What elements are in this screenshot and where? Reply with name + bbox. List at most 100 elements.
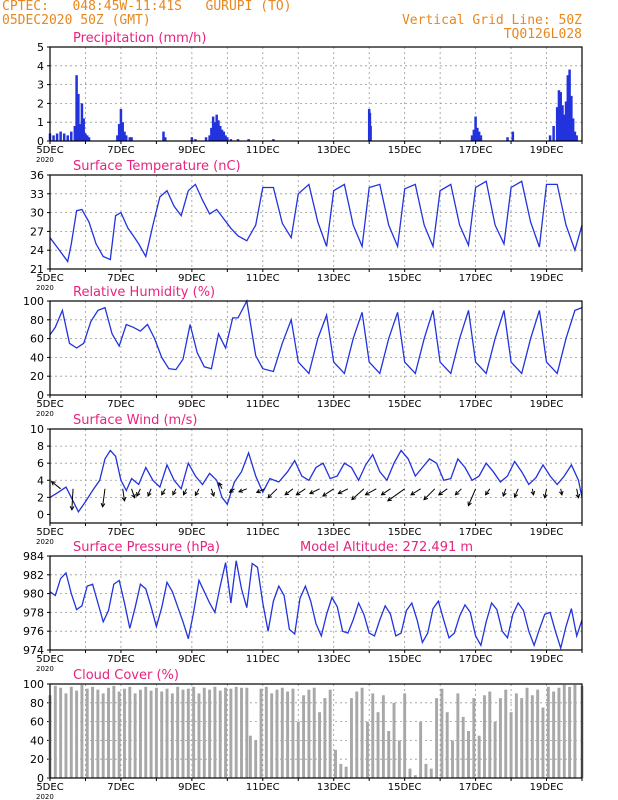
cloud-bar [376, 712, 380, 778]
precip-bar [476, 127, 479, 141]
precip-bar [479, 135, 483, 141]
precip-bar [552, 125, 555, 141]
precip-bar [220, 129, 224, 141]
x-tick-label: 17DEC [459, 527, 493, 538]
cloud-bar [541, 707, 545, 778]
precip-bar [213, 122, 217, 141]
y-tick-label: 984 [23, 550, 44, 563]
model-id: TQ0126L028 [503, 27, 582, 42]
cloud-bar [149, 690, 153, 778]
cloud-bar [520, 698, 524, 778]
wind-arrowhead [380, 491, 386, 496]
wind-arrowhead [437, 490, 443, 496]
wind-arrowhead [182, 490, 188, 496]
precip-bar [59, 131, 62, 141]
precip-bar [570, 95, 573, 141]
wind-arrow [381, 488, 391, 496]
precip-bar [272, 139, 275, 141]
wind-arrowhead [308, 490, 314, 495]
y-tick-label: 20 [30, 753, 44, 766]
cloud-bar [165, 688, 169, 778]
cloud-bar [128, 686, 132, 778]
plot-frame [49, 174, 583, 270]
temperature-line [49, 180, 583, 264]
x-tick-label: 19DEC [530, 273, 564, 284]
wind-arrowhead [467, 501, 472, 507]
cloud-bar [160, 691, 164, 778]
plot-frame [49, 300, 583, 396]
precip-bar [369, 125, 372, 141]
panel-title: Surface Wind (m/s) [73, 413, 197, 428]
cloud-bar [339, 763, 343, 778]
wind-arrow [71, 488, 74, 510]
wind-arrowhead [238, 488, 244, 493]
precip-bar [125, 135, 128, 141]
panel-pressure: 974 976 978 980 982 984 5DEC 7DEC 9DEC 11DEC 13DEC… [23, 540, 583, 673]
cloud-bar [75, 690, 79, 778]
wind-arrowhead [172, 490, 177, 496]
cloud-bar [296, 721, 300, 778]
panel-subtitle: Model Altitude: 272.491 m [300, 540, 473, 555]
wind-arrow [256, 488, 265, 493]
wind-arrow [423, 488, 436, 500]
x-tick-label: 19DEC [530, 654, 564, 665]
cloud-bar [514, 693, 518, 778]
cloud-bar [568, 686, 572, 778]
precip-bar [548, 135, 552, 141]
x-tick-label: 15DEC [388, 527, 422, 538]
y-tick-label: 33 [30, 188, 44, 201]
x-tick-label: 11DEC [246, 654, 280, 665]
x-tick-label: 5DEC [36, 654, 63, 665]
grid-line-info: Vertical Grid Line: 50Z [401, 13, 582, 28]
cloud-bar [435, 698, 439, 778]
precip-bar [217, 120, 220, 141]
x-tick-label: 19DEC [530, 527, 564, 538]
cloud-bar [334, 749, 337, 778]
wind-arrow [147, 488, 152, 497]
y-tick-label: 0 [37, 389, 44, 402]
y-tick-label: 1 [37, 116, 44, 129]
x-tick-label: 13DEC [317, 782, 351, 793]
wind-arrowhead [161, 490, 166, 496]
precip-bar [573, 131, 577, 141]
y-tick-label: 2 [37, 97, 44, 110]
cloud-bar [53, 685, 57, 778]
precip-bar [563, 114, 566, 141]
cloud-bar [69, 686, 73, 778]
x-tick-label: 13DEC [317, 399, 351, 410]
wind-arrow [194, 488, 200, 496]
humidity-line [49, 298, 583, 375]
cloud-bar [224, 687, 228, 778]
cloud-bar [557, 687, 561, 778]
cloud-bar [365, 721, 369, 778]
plot-frame [49, 428, 583, 524]
cloud-bar [392, 702, 396, 778]
cloud-bar [387, 731, 391, 778]
cloud-bar [80, 684, 84, 778]
wind-arrowhead [69, 505, 75, 511]
cloud-bar [546, 686, 550, 778]
cloud-bar [291, 688, 295, 778]
wind-arrowhead [575, 493, 581, 499]
y-tick-label: 24 [30, 244, 44, 257]
wind-arrowhead [218, 481, 223, 487]
wind-arrow [296, 488, 306, 496]
y-tick-label: 978 [23, 606, 44, 619]
precip-bar [66, 135, 69, 141]
panel-temperature: 21 24 27 30 33 36 5DEC 7DEC 9DEC 11DEC 13DEC 15DEC 1… [30, 159, 583, 292]
wind-arrowhead [454, 490, 460, 496]
wind-arrow [161, 488, 166, 496]
run-date: 05DEC2020 50Z (GMT) [2, 13, 151, 28]
x-tick-label: 5DEC [36, 273, 63, 284]
cloud-bar [498, 698, 502, 778]
cloud-bar [107, 687, 110, 778]
x-tick-label: 19DEC [530, 145, 564, 156]
y-tick-label: 0 [37, 135, 44, 148]
y-tick-label: 21 [30, 263, 44, 276]
wind-arrowhead [543, 493, 548, 499]
cloud-bar [381, 695, 385, 778]
wind-arrowhead [284, 490, 290, 496]
precip-bar [211, 116, 215, 141]
y-tick-label: 20 [30, 370, 44, 383]
wind-arrowhead [228, 488, 234, 494]
